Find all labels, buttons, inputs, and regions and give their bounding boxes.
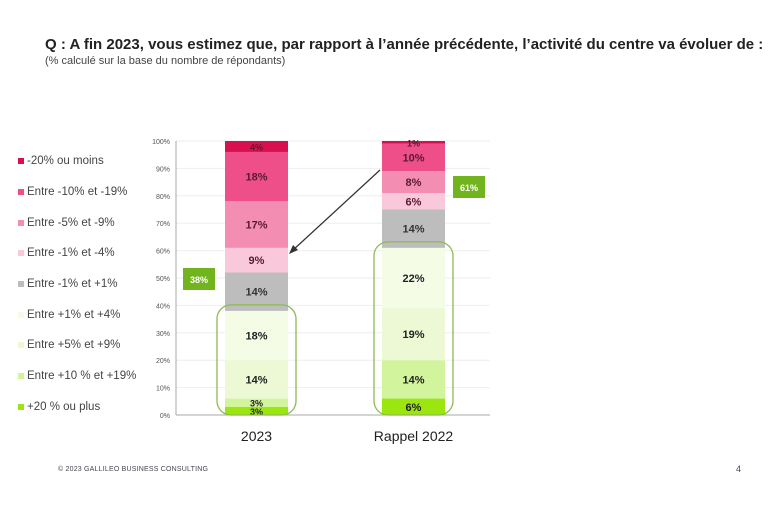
legend-item: Entre +5% et +9% xyxy=(18,330,136,361)
legend-label: Entre +5% et +9% xyxy=(27,339,121,352)
legend-swatch xyxy=(18,158,24,165)
data-label: 18% xyxy=(245,172,267,184)
legend-item: Entre +10 % et +19% xyxy=(18,361,136,392)
y-tick-label: 50% xyxy=(156,276,170,283)
bar-segment xyxy=(382,360,445,399)
data-label: 3% xyxy=(250,399,263,409)
legend-swatch xyxy=(18,281,24,288)
bar-segment xyxy=(382,143,445,172)
y-tick-label: 60% xyxy=(156,249,170,256)
bar-segment xyxy=(225,310,288,361)
data-label: 14% xyxy=(402,374,424,386)
data-label: 14% xyxy=(402,224,424,236)
y-tick-label: 70% xyxy=(156,221,170,228)
data-label: 14% xyxy=(245,374,267,386)
bar-segment xyxy=(225,406,288,415)
arrow-head xyxy=(289,245,298,254)
bar-segment xyxy=(225,247,288,273)
legend-swatch xyxy=(18,342,24,349)
positive-highlight-box xyxy=(373,241,454,416)
page-subtitle: (% calculé sur la base du nombre de répo… xyxy=(45,55,286,67)
bar-segment xyxy=(225,141,288,152)
legend-item: -20% ou moins xyxy=(18,146,136,177)
legend-label: -20% ou moins xyxy=(27,155,104,168)
data-label: 19% xyxy=(402,329,424,341)
bar-segment xyxy=(382,247,445,309)
legend-item: Entre -1% et -4% xyxy=(18,238,136,269)
bar-segment xyxy=(225,360,288,399)
data-label: 9% xyxy=(249,255,265,267)
data-label: 10% xyxy=(402,152,424,164)
bar-segment xyxy=(382,398,445,415)
legend-item: Entre +1% et +4% xyxy=(18,299,136,330)
data-label: 22% xyxy=(402,273,424,285)
y-tick-label: 20% xyxy=(156,358,170,365)
legend-label: Entre -5% et -9% xyxy=(27,216,115,229)
data-label: 1% xyxy=(407,138,420,148)
data-label: 6% xyxy=(406,402,422,414)
legend-swatch xyxy=(18,403,24,410)
legend-swatch xyxy=(18,219,24,226)
annotation-badge xyxy=(453,176,485,198)
legend-swatch xyxy=(18,373,24,380)
bar-segment xyxy=(382,141,445,144)
legend-swatch xyxy=(18,189,24,196)
page-title: Q : A fin 2023, vous estimez que, par ra… xyxy=(45,36,764,53)
bar-segment xyxy=(382,193,445,210)
bar-segment xyxy=(225,151,288,202)
positive-highlight-box xyxy=(216,304,297,416)
footer: © 2023 GALLILEO BUSINESS CONSULTING xyxy=(58,466,209,473)
y-tick-label: 80% xyxy=(156,194,170,201)
legend-label: +20 % ou plus xyxy=(27,400,101,413)
bar-segment xyxy=(382,171,445,194)
y-tick-label: 100% xyxy=(152,139,170,146)
data-label: 14% xyxy=(245,287,267,299)
legend-label: Entre +10 % et +19% xyxy=(27,370,137,383)
bar-segment xyxy=(225,201,288,248)
data-label: 8% xyxy=(406,177,422,189)
legend-label: Entre -10% et -19% xyxy=(27,186,128,199)
legend-swatch xyxy=(18,250,24,257)
y-tick-label: 30% xyxy=(156,331,170,338)
x-category-label: 2023 xyxy=(241,428,272,444)
y-tick-label: 0% xyxy=(160,413,170,420)
legend-label: Entre +1% et +4% xyxy=(27,308,121,321)
legend-swatch xyxy=(18,311,24,318)
legend-item: +20 % ou plus xyxy=(18,392,136,423)
legend-item: Entre -5% et -9% xyxy=(18,207,136,238)
x-category-label: Rappel 2022 xyxy=(374,428,454,444)
data-label: 4% xyxy=(250,142,263,152)
data-label: 17% xyxy=(245,220,267,232)
annotation-label: 38% xyxy=(190,275,208,285)
legend-item: Entre -1% et +1% xyxy=(18,269,136,300)
y-tick-label: 40% xyxy=(156,303,170,310)
data-label: 6% xyxy=(406,196,422,208)
legend-label: Entre -1% et -4% xyxy=(27,247,115,260)
arrow-line xyxy=(291,169,381,252)
annotation-label: 61% xyxy=(460,183,478,193)
data-label: 3% xyxy=(250,407,263,417)
page-number: 4 xyxy=(736,464,742,474)
bar-segment xyxy=(225,398,288,407)
legend: -20% ou moins Entre -10% et -19% Entre -5%… xyxy=(18,146,136,422)
y-tick-label: 90% xyxy=(156,166,170,173)
legend-label: Entre -1% et +1% xyxy=(27,278,118,291)
bar-segment xyxy=(382,308,445,361)
y-tick-label: 10% xyxy=(156,386,170,393)
data-label: 18% xyxy=(245,331,267,343)
annotation-badge xyxy=(183,268,215,290)
legend-item: Entre -10% et -19% xyxy=(18,177,136,208)
